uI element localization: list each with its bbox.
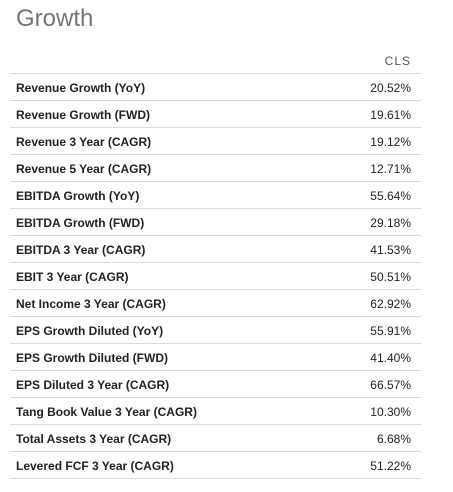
row-label: EBITDA 3 Year (CAGR)	[16, 243, 146, 257]
row-label: EPS Growth Diluted (FWD)	[16, 351, 168, 365]
table-row: EPS Growth Diluted (YoY) 55.91%	[10, 317, 421, 344]
row-value: 55.64%	[370, 189, 411, 203]
table-row: Levered FCF 3 Year (CAGR) 51.22%	[10, 452, 421, 479]
table-row: EPS Growth Diluted (FWD) 41.40%	[10, 344, 421, 371]
table-row: EBIT 3 Year (CAGR) 50.51%	[10, 263, 421, 290]
row-label: Tang Book Value 3 Year (CAGR)	[16, 405, 197, 419]
row-value: 19.61%	[370, 108, 411, 122]
row-value: 6.68%	[376, 432, 411, 446]
row-label: EPS Growth Diluted (YoY)	[16, 324, 164, 338]
row-value: 29.18%	[370, 216, 411, 230]
row-value: 66.57%	[370, 378, 411, 392]
row-label: Revenue Growth (FWD)	[16, 108, 150, 122]
table-row: Net Income 3 Year (CAGR) 62.92%	[10, 290, 421, 317]
table-row: EBITDA Growth (FWD) 29.18%	[10, 209, 421, 236]
row-value: 10.30%	[370, 405, 411, 419]
table-row: EBITDA 3 Year (CAGR) 41.53%	[10, 236, 421, 263]
row-label: EBITDA Growth (FWD)	[16, 216, 145, 230]
table-row: Tang Book Value 3 Year (CAGR) 10.30%	[10, 398, 421, 425]
row-value: 41.40%	[370, 351, 411, 365]
row-label: EPS Diluted 3 Year (CAGR)	[16, 378, 170, 392]
table-row: EPS Diluted 3 Year (CAGR) 66.57%	[10, 371, 421, 398]
row-label: Total Assets 3 Year (CAGR)	[16, 432, 172, 446]
section-title: Growth	[16, 5, 94, 32]
row-label: Revenue 3 Year (CAGR)	[16, 135, 152, 149]
row-label: Levered FCF 3 Year (CAGR)	[16, 459, 174, 473]
table-row: EBITDA Growth (YoY) 55.64%	[10, 182, 421, 209]
row-value: 51.22%	[370, 459, 411, 473]
row-value: 19.12%	[370, 135, 411, 149]
table-row: Revenue 3 Year (CAGR) 19.12%	[10, 128, 421, 155]
row-value: 41.53%	[370, 243, 411, 257]
row-label: Revenue Growth (YoY)	[16, 81, 146, 95]
table-row: Revenue 5 Year (CAGR) 12.71%	[10, 155, 421, 182]
row-label: EBIT 3 Year (CAGR)	[16, 270, 129, 284]
row-label: EBITDA Growth (YoY)	[16, 189, 140, 203]
row-label: Revenue 5 Year (CAGR)	[16, 162, 152, 176]
row-value: 50.51%	[370, 270, 411, 284]
row-value: 62.92%	[370, 297, 411, 311]
table-row: Revenue Growth (YoY) 20.52%	[10, 74, 421, 101]
table-row: Revenue Growth (FWD) 19.61%	[10, 101, 421, 128]
column-header-ticker[interactable]: CLS	[384, 54, 411, 68]
row-value: 20.52%	[370, 81, 411, 95]
row-label: Net Income 3 Year (CAGR)	[16, 297, 166, 311]
row-value: 55.91%	[370, 324, 411, 338]
table-row: Total Assets 3 Year (CAGR) 6.68%	[10, 425, 421, 452]
table-header-row: CLS	[10, 48, 421, 74]
growth-table: CLS Revenue Growth (YoY) 20.52% Revenue …	[10, 48, 421, 479]
row-value: 12.71%	[370, 162, 411, 176]
